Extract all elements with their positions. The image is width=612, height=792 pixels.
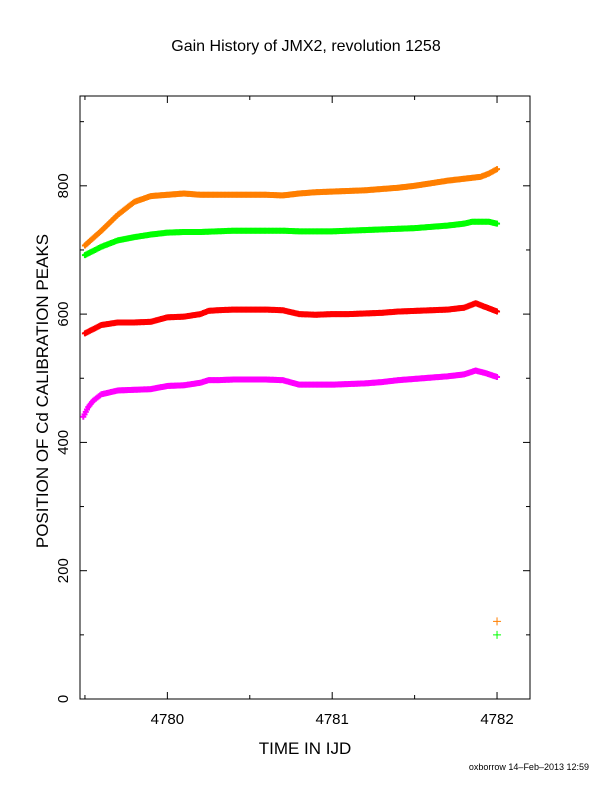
x-tick-label: 4780 <box>151 711 184 728</box>
series-3 <box>80 367 501 420</box>
y-tick-label: 400 <box>55 430 72 455</box>
x-tick-label: 4781 <box>316 711 349 728</box>
outlier-point <box>493 630 502 639</box>
y-tick-label: 0 <box>55 695 72 703</box>
series-1 <box>81 218 502 639</box>
footer-credit: oxborrow 14–Feb–2013 12:59 <box>469 762 589 772</box>
plot-frame <box>79 95 531 700</box>
series-layer <box>80 166 502 639</box>
chart-title: Gain History of JMX2, revolution 1258 <box>171 38 441 55</box>
y-tick-label: 600 <box>55 302 72 327</box>
series-2 <box>81 300 501 337</box>
data-point <box>494 220 501 227</box>
data-point <box>494 308 501 315</box>
series-0 <box>81 166 502 626</box>
x-axis-label: TIME IN IJD <box>259 739 352 758</box>
y-axis-label: POSITION OF Cd CALIBRATION PEAKS <box>33 234 52 548</box>
y-tick-label: 200 <box>55 558 72 583</box>
y-tick-label: 800 <box>55 173 72 198</box>
data-point <box>494 166 501 173</box>
outlier-point <box>493 617 502 626</box>
x-tick-label: 4782 <box>480 711 513 728</box>
axis-ticks: 0 200 400 600 800 4780 4781 4782 <box>55 96 530 728</box>
data-point <box>494 373 501 380</box>
